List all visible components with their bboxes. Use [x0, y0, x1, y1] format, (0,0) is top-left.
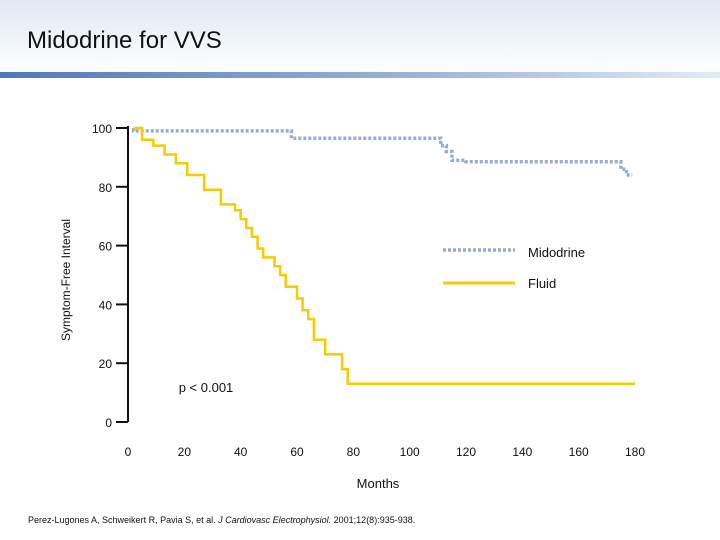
x-tick-label-100: 100 — [400, 445, 420, 459]
slide-title: Midodrine for VVS — [27, 27, 222, 54]
y-tick-label-20: 20 — [99, 357, 113, 371]
y-tick-label-100: 100 — [92, 122, 112, 136]
series-line-fluid — [133, 126, 635, 386]
legend-label-fluid: Fluid — [528, 276, 556, 291]
legend-label-midodrine: Midodrine — [528, 245, 585, 260]
y-tick-label-80: 80 — [99, 181, 113, 195]
y-tick-label-60: 60 — [99, 240, 113, 254]
citation: Perez-Lugones A, Schweikert R, Pavia S, … — [28, 515, 415, 525]
x-tick-label-40: 40 — [234, 445, 248, 459]
y-axis-label: Symptom-Free Interval — [59, 219, 73, 341]
x-tick-label-140: 140 — [512, 445, 532, 459]
p-value-annotation: p < 0.001 — [179, 380, 234, 395]
x-tick-label-180: 180 — [625, 445, 645, 459]
x-axis-label: Months — [357, 476, 400, 491]
x-tick-label-20: 20 — [178, 445, 192, 459]
header-band — [0, 72, 720, 78]
citation-authors: Perez-Lugones A, Schweikert R, Pavia S, … — [28, 515, 219, 525]
x-tick-label-60: 60 — [290, 445, 304, 459]
header-gradient — [0, 0, 720, 80]
x-tick-label-120: 120 — [456, 445, 476, 459]
x-tick-label-0: 0 — [125, 445, 132, 459]
citation-details: 2001;12(8):935-938. — [331, 515, 416, 525]
y-tick-label-0: 0 — [105, 416, 112, 430]
x-tick-label-160: 160 — [569, 445, 589, 459]
x-tick-label-80: 80 — [347, 445, 361, 459]
y-tick-label-40: 40 — [99, 298, 113, 312]
citation-journal: J Cardiovasc Electrophysiol. — [218, 515, 332, 525]
series-line-midodrine — [131, 128, 633, 177]
